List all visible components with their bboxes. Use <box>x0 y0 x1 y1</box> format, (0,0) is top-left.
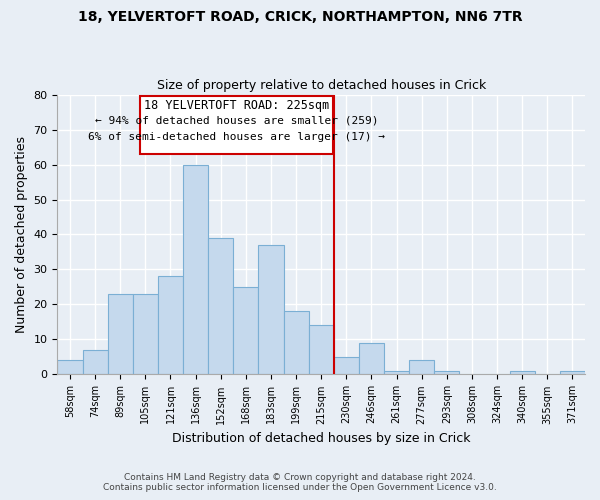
Bar <box>183 164 208 374</box>
Title: Size of property relative to detached houses in Crick: Size of property relative to detached ho… <box>157 79 486 92</box>
Bar <box>384 371 409 374</box>
Bar <box>359 343 384 374</box>
Bar <box>308 326 334 374</box>
FancyBboxPatch shape <box>140 96 332 154</box>
Bar <box>58 360 83 374</box>
Bar <box>233 287 259 374</box>
Bar <box>259 245 284 374</box>
X-axis label: Distribution of detached houses by size in Crick: Distribution of detached houses by size … <box>172 432 470 445</box>
Text: 18 YELVERTOFT ROAD: 225sqm: 18 YELVERTOFT ROAD: 225sqm <box>144 100 329 112</box>
Bar <box>158 276 183 374</box>
Text: 18, YELVERTOFT ROAD, CRICK, NORTHAMPTON, NN6 7TR: 18, YELVERTOFT ROAD, CRICK, NORTHAMPTON,… <box>77 10 523 24</box>
Bar <box>83 350 107 374</box>
Y-axis label: Number of detached properties: Number of detached properties <box>15 136 28 333</box>
Bar <box>133 294 158 374</box>
Bar <box>434 371 460 374</box>
Bar <box>208 238 233 374</box>
Bar <box>509 371 535 374</box>
Text: 6% of semi-detached houses are larger (17) →: 6% of semi-detached houses are larger (1… <box>88 132 385 141</box>
Bar <box>334 357 359 374</box>
Bar <box>560 371 585 374</box>
Bar <box>284 312 308 374</box>
Bar <box>107 294 133 374</box>
Bar <box>409 360 434 374</box>
Text: ← 94% of detached houses are smaller (259): ← 94% of detached houses are smaller (25… <box>95 116 378 126</box>
Text: Contains HM Land Registry data © Crown copyright and database right 2024.
Contai: Contains HM Land Registry data © Crown c… <box>103 473 497 492</box>
